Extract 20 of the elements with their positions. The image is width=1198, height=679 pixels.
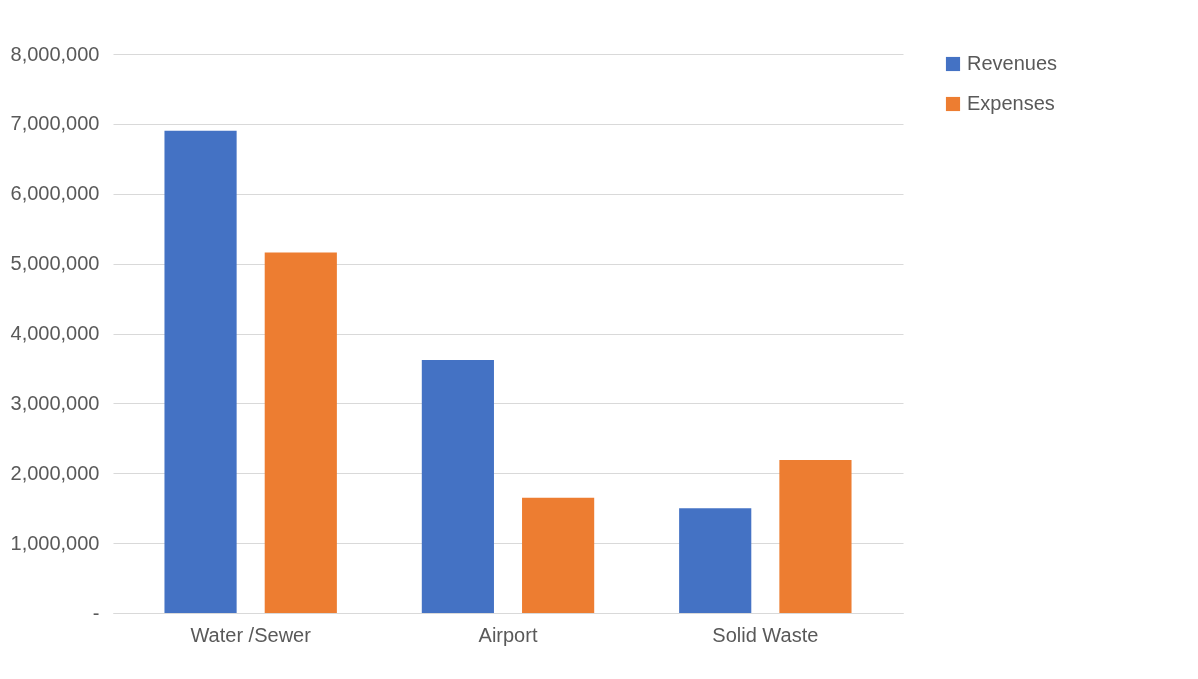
y-tick-label: 7,000,000 bbox=[10, 112, 100, 135]
y-tick-label: 1,000,000 bbox=[10, 531, 100, 554]
bar bbox=[164, 130, 237, 613]
legend-label: Revenues bbox=[967, 52, 1058, 74]
bar bbox=[264, 252, 337, 613]
x-tick-label: Solid Waste bbox=[712, 623, 819, 646]
x-tick-label: Airport bbox=[478, 623, 538, 646]
legend-label: Expenses bbox=[967, 92, 1055, 114]
y-tick-label: - bbox=[92, 601, 100, 624]
bar bbox=[421, 360, 494, 613]
bar bbox=[522, 497, 595, 613]
x-tick-label: Water /Sewer bbox=[190, 623, 312, 646]
bar bbox=[779, 459, 852, 613]
y-tick-label: 3,000,000 bbox=[10, 391, 100, 414]
bar bbox=[679, 508, 752, 613]
y-tick-label: 8,000,000 bbox=[10, 42, 100, 65]
y-tick-label: 2,000,000 bbox=[10, 461, 100, 484]
y-tick-label: 6,000,000 bbox=[10, 182, 100, 205]
y-tick-label: 4,000,000 bbox=[10, 322, 100, 344]
y-tick-label: 5,000,000 bbox=[10, 252, 100, 275]
